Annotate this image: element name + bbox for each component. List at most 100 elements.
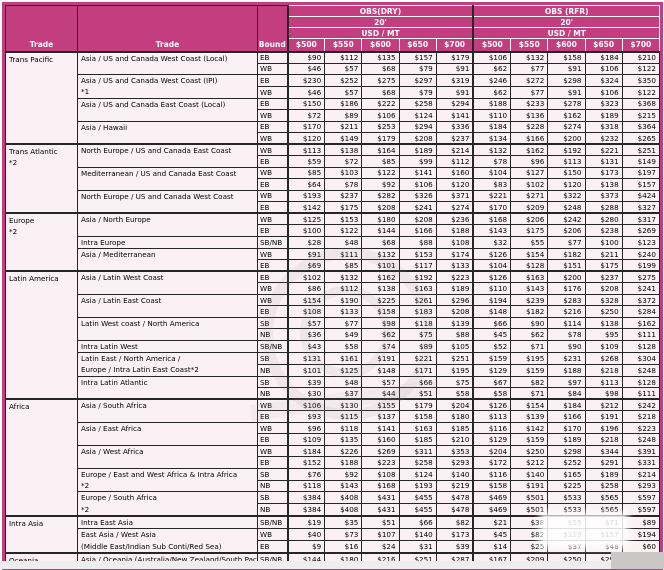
bound-cell: NB: [257, 479, 288, 493]
table-row: NB $30 $37 $44 $51 $58 $58 $71 $84 $98 $111: [6, 387, 660, 400]
rate-cell-dry: $154: [286, 293, 326, 307]
rate-cell-dry: $106: [398, 178, 437, 191]
bound-cell: NB: [257, 363, 288, 377]
rate-cell-dry: $75: [435, 375, 474, 389]
rate-cell-dry: $39: [435, 540, 474, 554]
rate-cell-rfr: $170: [472, 201, 512, 214]
rate-cell-dry: $57: [361, 375, 400, 389]
rate-cell-rfr: $182: [510, 305, 549, 318]
rate-cell-dry: $140: [398, 528, 437, 542]
rate-cell-rfr: $324: [584, 74, 623, 87]
rate-cell-rfr: $328: [584, 293, 623, 307]
route-cell: Latin West coast / North America: [77, 316, 258, 341]
rate-cell-rfr: $111: [621, 387, 660, 400]
rate-cell-rfr: $126: [472, 398, 512, 412]
rate-cell-rfr: $251: [621, 143, 660, 157]
rate-cell-dry: $193: [286, 189, 326, 203]
table-row: Intra Europe SB/NB $28 $48 $68 $88 $108 $32 $55 $…: [6, 235, 660, 249]
route-cell: Asia / Mediterranean: [77, 247, 258, 272]
rate-cell-dry: $64: [286, 178, 326, 191]
rate-cell-rfr: $58: [472, 387, 512, 400]
bound-cell: SB/NB: [257, 235, 288, 249]
rate-cell-dry: $164: [361, 143, 400, 157]
rate-cell-dry: $93: [286, 410, 326, 423]
rate-cell-rfr: $215: [621, 109, 660, 122]
rate-cell-dry: $39: [286, 375, 326, 389]
rate-cell-rfr: $272: [510, 74, 549, 87]
bound-cell: SB: [257, 352, 288, 365]
rate-cell-rfr: $469: [472, 491, 512, 505]
bound-cell: SB: [257, 375, 288, 389]
bound-cell: EB: [257, 74, 288, 87]
rate-cell-dry: $155: [361, 398, 400, 412]
rate-cell-rfr: $212: [510, 456, 549, 469]
rate-cell-rfr: $106: [584, 85, 623, 99]
table-row: Asia / Hawaii EB $170 $211 $253 $294 $336 $184 $…: [6, 120, 660, 145]
bound-cell: WB: [257, 398, 288, 412]
rate-cell-dry: $88: [398, 235, 437, 249]
rate-cell-rfr: $106: [584, 62, 623, 75]
rate-cell-dry: $48: [324, 375, 363, 389]
rate-cell-rfr: $110: [472, 282, 512, 295]
rate-cell-rfr: $271: [510, 189, 549, 203]
trade-group-cell: Africa: [5, 398, 78, 517]
route-cell: Asia / Hawaii: [77, 120, 258, 145]
rate-cell-rfr: $265: [621, 132, 660, 145]
bound-cell: SB: [257, 316, 288, 330]
rate-cell-rfr: $82: [510, 528, 549, 542]
route-cell: Asia / North Europe: [77, 212, 258, 237]
rate-cell-rfr: $288: [584, 201, 623, 214]
bound-cell: EB: [257, 97, 288, 111]
bound-cell: SB: [257, 467, 288, 481]
rate-cell-rfr: $154: [510, 398, 549, 412]
rate-cell-rfr: $95: [584, 328, 623, 341]
rate-cell-rfr: $246: [472, 74, 512, 87]
rate-cell-dry: $57: [286, 316, 326, 330]
rate-cell-dry: $19: [286, 514, 326, 530]
rate-cell-dry: $157: [398, 50, 437, 64]
rate-cell-dry: $101: [361, 259, 400, 272]
rate-cell-dry: $66: [398, 514, 437, 530]
rate-cell-rfr: $143: [510, 282, 549, 295]
rate-cell-rfr: $71: [510, 339, 549, 354]
rate-cell-dry: $137: [361, 410, 400, 423]
rate-cell-dry: $28: [286, 235, 326, 249]
route-cell: Mediterranean / US and Canada East Coast: [77, 166, 258, 191]
rate-cell-rfr: $248: [621, 363, 660, 377]
rate-cell-dry: $9: [286, 540, 326, 554]
table-row: Asia / East Africa WB $96 $118 $141 $163 $185 $…: [6, 421, 660, 446]
rate-cell-dry: $44: [361, 387, 400, 400]
rate-cell-dry: $101: [286, 363, 326, 377]
rate-cell-dry: $185: [398, 433, 437, 446]
rate-cell-rfr: $469: [472, 503, 512, 517]
rate-cell-dry: $258: [398, 97, 437, 111]
rate-cell-rfr: $91: [547, 62, 586, 75]
rate-cell-dry: $118: [324, 421, 363, 435]
rate-cell-rfr: $157: [621, 178, 660, 191]
rate-cell-rfr: $501: [510, 503, 549, 517]
rate-cell-dry: $51: [361, 514, 400, 530]
rate-cell-dry: $326: [398, 189, 437, 203]
rate-cell-dry: $226: [324, 444, 363, 458]
rate-cell-rfr: $77: [510, 85, 549, 99]
rate-cell-dry: $275: [361, 74, 400, 87]
rate-cell-dry: $208: [398, 132, 437, 145]
rate-cell-dry: $68: [361, 85, 400, 99]
rate-cell-dry: $179: [435, 50, 474, 64]
rate-cell-rfr: $166: [547, 410, 586, 423]
rate-cell-dry: $150: [286, 97, 326, 111]
rate-cell-dry: $214: [435, 143, 474, 157]
rate-cell-rfr: $104: [472, 259, 512, 272]
rate-cell-dry: $103: [324, 166, 363, 180]
rate-cell-rfr: $250: [584, 305, 623, 318]
rate-cell-rfr: $170: [547, 421, 586, 435]
rate-cell-rfr: $45: [472, 328, 512, 341]
table-row: Africa Asia / South Africa WB $106 $130 $155 $…: [5, 398, 660, 517]
rate-cell-dry: $92: [361, 178, 400, 191]
price-col-header: $500: [472, 38, 512, 53]
rate-cell-rfr: $97: [547, 375, 586, 389]
rate-cell-dry: $188: [324, 456, 363, 469]
rate-cell-rfr: $109: [584, 339, 623, 354]
rate-cell-rfr: $184: [472, 120, 512, 134]
